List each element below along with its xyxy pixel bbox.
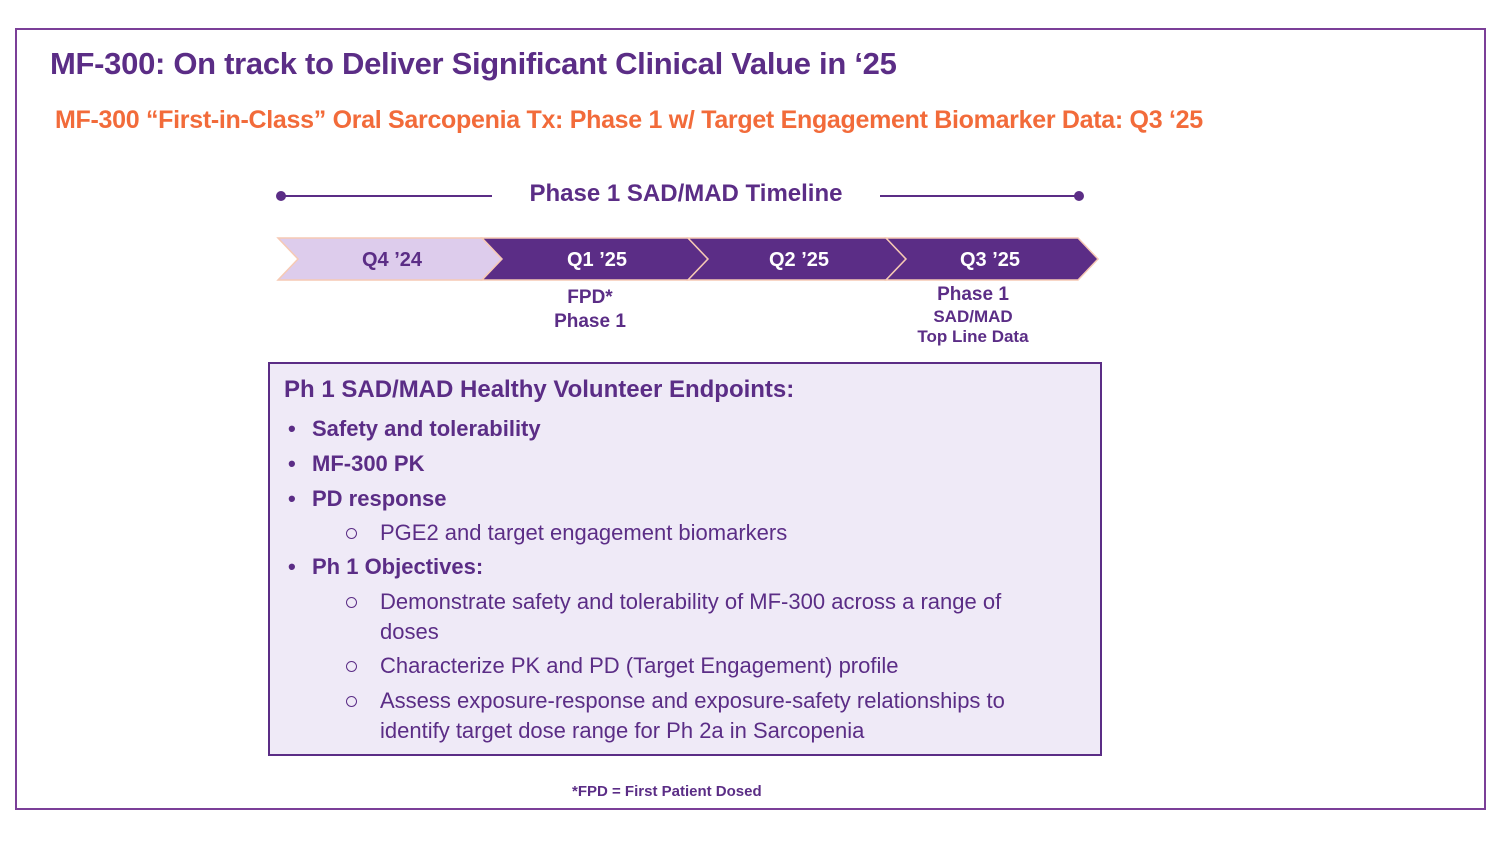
milestone-fpd: FPD* Phase 1 xyxy=(520,286,660,334)
milestone-q3-line3: Top Line Data xyxy=(917,327,1029,346)
chevron-label-q3-25: Q3 ’25 xyxy=(960,249,1020,271)
chevron-label-q2-25: Q2 ’25 xyxy=(769,249,829,271)
chevron-label-q1-25: Q1 ’25 xyxy=(567,249,627,271)
circle-bullet-icon xyxy=(346,661,357,672)
chevron-q2-25: Q2 ’25 xyxy=(686,237,908,281)
milestone-q3-line1: Phase 1 xyxy=(937,284,1009,305)
milestone-q3-line2: SAD/MAD xyxy=(933,307,1013,326)
timeline-end-dot xyxy=(1074,191,1084,201)
sub-bullet-text: PGE2 and target engagement biomarkers xyxy=(380,520,788,545)
circle-bullet-icon xyxy=(346,597,357,608)
chevron-label-q4-24: Q4 ’24 xyxy=(362,249,423,271)
milestone-fpd-line1: FPD* xyxy=(567,287,613,308)
slide-title: MF-300: On track to Deliver Significant … xyxy=(50,46,897,81)
footnote: *FPD = First Patient Dosed xyxy=(572,783,762,800)
endpoints-box: Ph 1 SAD/MAD Healthy Volunteer Endpoints… xyxy=(268,362,1102,756)
chevron-q3-25: Q3 ’25 xyxy=(884,237,1100,281)
chevron-q4-24: Q4 ’24 xyxy=(276,237,504,281)
milestone-fpd-line2: Phase 1 xyxy=(554,311,626,332)
slide-subtitle: MF-300 “First-in-Class” Oral Sarcopenia … xyxy=(55,106,1203,134)
timeline-line-left xyxy=(280,195,492,197)
bullet-dot-icon: • xyxy=(288,416,296,441)
sub-bullet-text: Assess exposure-response and exposure-sa… xyxy=(380,688,1005,743)
bullet-dot-icon: • xyxy=(288,554,296,579)
timeline-title: Phase 1 SAD/MAD Timeline xyxy=(529,180,843,207)
quarter-chevrons: Q4 ’24 Q1 ’25 Q2 ’25 Q3 ’25 xyxy=(276,237,1100,281)
chevron-q1-25: Q1 ’25 xyxy=(480,237,710,281)
sub-bullet-text: Demonstrate safety and tolerability of M… xyxy=(380,589,1002,644)
slide-frame xyxy=(15,28,1486,810)
bullet-text: Safety and tolerability xyxy=(312,416,541,441)
milestone-q3-topline: Phase 1 SAD/MAD Top Line Data xyxy=(893,284,1053,347)
bullet-text: MF-300 PK xyxy=(312,451,425,476)
circle-bullet-icon xyxy=(346,528,357,539)
circle-bullet-icon xyxy=(346,696,357,707)
bullet-text: PD response xyxy=(312,486,447,511)
bullet-dot-icon: • xyxy=(288,451,296,476)
timeline-line-right xyxy=(880,195,1080,197)
bullet-dot-icon: • xyxy=(288,486,296,511)
bullet-text: Ph 1 Objectives: xyxy=(312,554,484,579)
sub-bullet-text: Characterize PK and PD (Target Engagemen… xyxy=(380,653,899,678)
timeline-header: Phase 1 SAD/MAD Timeline xyxy=(276,176,1084,216)
endpoints-heading: Ph 1 SAD/MAD Healthy Volunteer Endpoints… xyxy=(284,376,795,403)
